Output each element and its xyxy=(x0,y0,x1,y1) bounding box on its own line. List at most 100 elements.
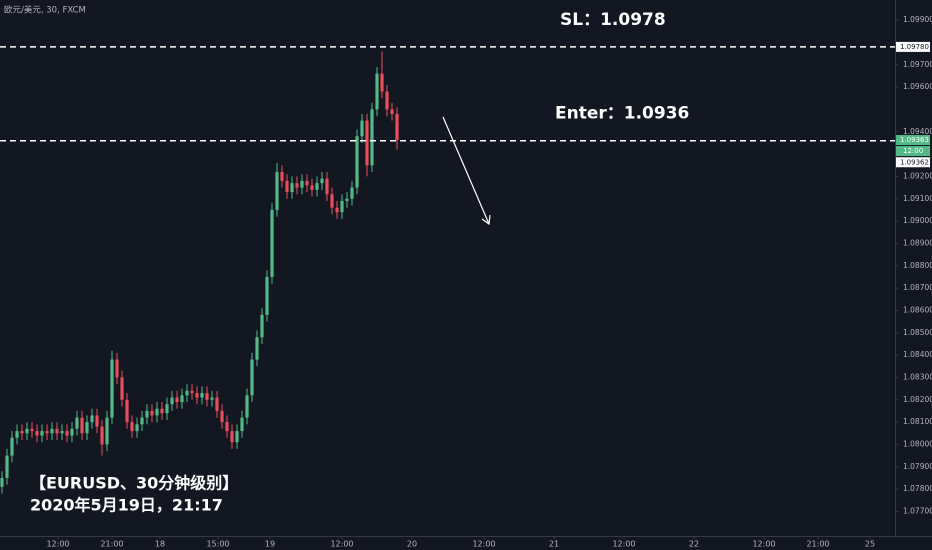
candle-body xyxy=(120,377,124,400)
candle-body xyxy=(25,428,29,434)
candle-body xyxy=(110,359,114,418)
candle-body xyxy=(70,428,74,436)
candle-body xyxy=(345,198,349,201)
y-tick-label: 1.09200 xyxy=(903,171,932,180)
price-label: 1.09780 xyxy=(900,43,929,51)
candle-body xyxy=(185,390,189,396)
candle-body xyxy=(285,180,289,193)
x-tick-label: 22 xyxy=(689,540,699,549)
candle-body xyxy=(65,431,69,436)
x-tick-label: 12:00 xyxy=(330,540,353,549)
arrow-head xyxy=(481,214,491,226)
candle-body xyxy=(80,417,84,434)
candle-body xyxy=(30,428,34,432)
candle-body xyxy=(225,422,229,432)
candle-body xyxy=(350,187,354,199)
candle-body xyxy=(360,120,364,137)
candle-body xyxy=(85,422,89,434)
candle-body xyxy=(135,424,139,432)
annotation: 2020年5月19日，21:17 xyxy=(30,496,223,515)
x-tick-label: 12:00 xyxy=(46,540,69,549)
price-label-box xyxy=(896,41,930,52)
candle-body xyxy=(55,428,59,434)
candle-body xyxy=(60,431,64,434)
candle-body xyxy=(305,180,309,186)
arrow-shaft xyxy=(442,116,490,225)
annotation: 【EURUSD、30分钟级别】 xyxy=(30,474,238,493)
price-label: 1.09362 xyxy=(900,158,929,166)
x-tick-label: 25 xyxy=(865,540,875,549)
price-label: 1.09363 xyxy=(900,136,929,144)
chart-title: 欧元/美元, 30, FXCM xyxy=(4,5,86,16)
candle-body xyxy=(95,415,99,427)
candle-body xyxy=(340,201,344,213)
candle-body xyxy=(5,455,9,478)
candle-body xyxy=(370,109,374,166)
candle-body xyxy=(295,183,299,188)
candle-body xyxy=(90,415,94,423)
candle-body xyxy=(325,178,329,195)
arrow xyxy=(442,116,491,226)
candle-body xyxy=(40,431,44,436)
x-tick-label: 12:00 xyxy=(612,540,635,549)
x-tick-label: 21:00 xyxy=(100,540,123,549)
y-tick-label: 1.09100 xyxy=(903,194,932,203)
x-tick-label: 21:00 xyxy=(806,540,829,549)
price-label-box xyxy=(896,157,930,168)
candle-body xyxy=(230,431,234,443)
candle-body xyxy=(365,120,369,166)
candle-body xyxy=(235,431,239,443)
y-tick-label: 1.08600 xyxy=(903,305,932,314)
candle-body xyxy=(200,393,204,398)
y-tick-label: 1.08200 xyxy=(903,395,932,404)
price-label-box xyxy=(896,135,930,146)
candle-body xyxy=(105,417,109,445)
candle-body xyxy=(75,417,79,429)
candle-body xyxy=(125,399,129,423)
y-tick-label: 1.08500 xyxy=(903,328,932,337)
candle-body xyxy=(150,410,154,416)
countdown: 12:00 xyxy=(903,147,923,155)
candle-body xyxy=(260,314,264,338)
y-tick-label: 1.09600 xyxy=(903,82,932,91)
y-tick-label: 1.08400 xyxy=(903,350,932,359)
candle-body xyxy=(255,337,259,360)
candle-body xyxy=(270,209,274,277)
candle-body xyxy=(310,185,314,190)
candle-body xyxy=(50,428,54,434)
candle-body xyxy=(240,417,244,432)
candle-body xyxy=(115,359,119,378)
level-label: SL：1.0978 xyxy=(560,10,666,30)
x-tick-label: 21 xyxy=(549,540,559,549)
level-label: Enter：1.0936 xyxy=(555,104,689,124)
candle-body xyxy=(100,426,104,445)
y-tick-label: 1.07900 xyxy=(903,462,932,471)
candle-body xyxy=(160,408,164,414)
candle-body xyxy=(390,109,394,114)
candle-body xyxy=(290,183,294,193)
y-tick-label: 1.09000 xyxy=(903,216,932,225)
candle-body xyxy=(155,408,159,416)
candle-body xyxy=(0,477,4,487)
y-tick-label: 1.08800 xyxy=(903,261,932,270)
candle-body xyxy=(355,136,359,188)
candle-body xyxy=(275,171,279,210)
candle-body xyxy=(170,397,174,405)
x-tick-label: 20 xyxy=(407,540,417,549)
x-tick-label: 12:00 xyxy=(472,540,495,549)
x-tick-label: 15:00 xyxy=(206,540,229,549)
candle-body xyxy=(220,410,224,423)
candle-body xyxy=(10,437,14,456)
candle-body xyxy=(300,180,304,188)
candle-body xyxy=(280,171,284,181)
candle-body xyxy=(335,207,339,213)
candle-body xyxy=(175,397,179,402)
candle-body xyxy=(35,431,39,436)
candle-body xyxy=(145,410,149,418)
candle-body xyxy=(385,91,389,110)
candle-body xyxy=(375,73,379,110)
candle-body xyxy=(130,422,134,432)
candle-body xyxy=(320,178,324,184)
candle-body xyxy=(190,390,194,394)
